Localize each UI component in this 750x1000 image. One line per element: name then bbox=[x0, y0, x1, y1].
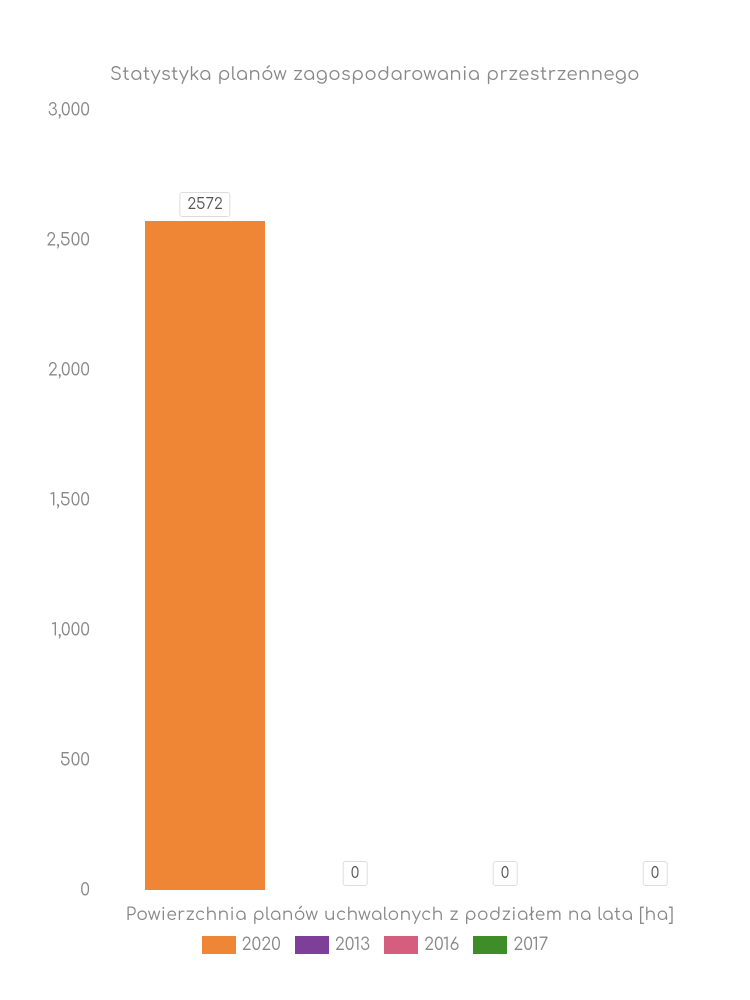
legend-item-2016: 2016 bbox=[384, 935, 459, 954]
data-label-2013: 0 bbox=[343, 861, 368, 886]
chart-container: Statystyka planów zagospodarowania przes… bbox=[0, 0, 750, 1000]
legend: 2020 2013 2016 2017 bbox=[0, 935, 750, 954]
legend-label: 2020 bbox=[242, 935, 281, 954]
plot-area: 2572 0 0 0 bbox=[100, 110, 700, 890]
y-tick-label: 0 bbox=[80, 881, 90, 900]
legend-swatch bbox=[202, 936, 236, 954]
legend-swatch bbox=[384, 936, 418, 954]
y-tick-label: 3,000 bbox=[48, 101, 90, 120]
legend-label: 2016 bbox=[424, 935, 459, 954]
chart-title: Statystyka planów zagospodarowania przes… bbox=[0, 65, 750, 85]
legend-swatch bbox=[473, 936, 507, 954]
legend-item-2017: 2017 bbox=[473, 935, 548, 954]
y-tick-label: 2,000 bbox=[48, 361, 90, 380]
legend-item-2013: 2013 bbox=[295, 935, 370, 954]
y-tick-label: 1,500 bbox=[50, 491, 90, 510]
y-tick-label: 500 bbox=[60, 751, 90, 770]
legend-label: 2017 bbox=[513, 935, 548, 954]
bar-2020 bbox=[145, 221, 265, 890]
data-label-2020: 2572 bbox=[179, 192, 230, 217]
legend-label: 2013 bbox=[335, 935, 370, 954]
y-tick-label: 2,500 bbox=[46, 231, 90, 250]
data-label-2017: 0 bbox=[643, 861, 668, 886]
y-tick-label: 1,000 bbox=[51, 621, 90, 640]
legend-swatch bbox=[295, 936, 329, 954]
data-label-2016: 0 bbox=[493, 861, 518, 886]
legend-item-2020: 2020 bbox=[202, 935, 281, 954]
x-axis-label: Powierzchnia planów uchwalonych z podzia… bbox=[100, 905, 700, 924]
